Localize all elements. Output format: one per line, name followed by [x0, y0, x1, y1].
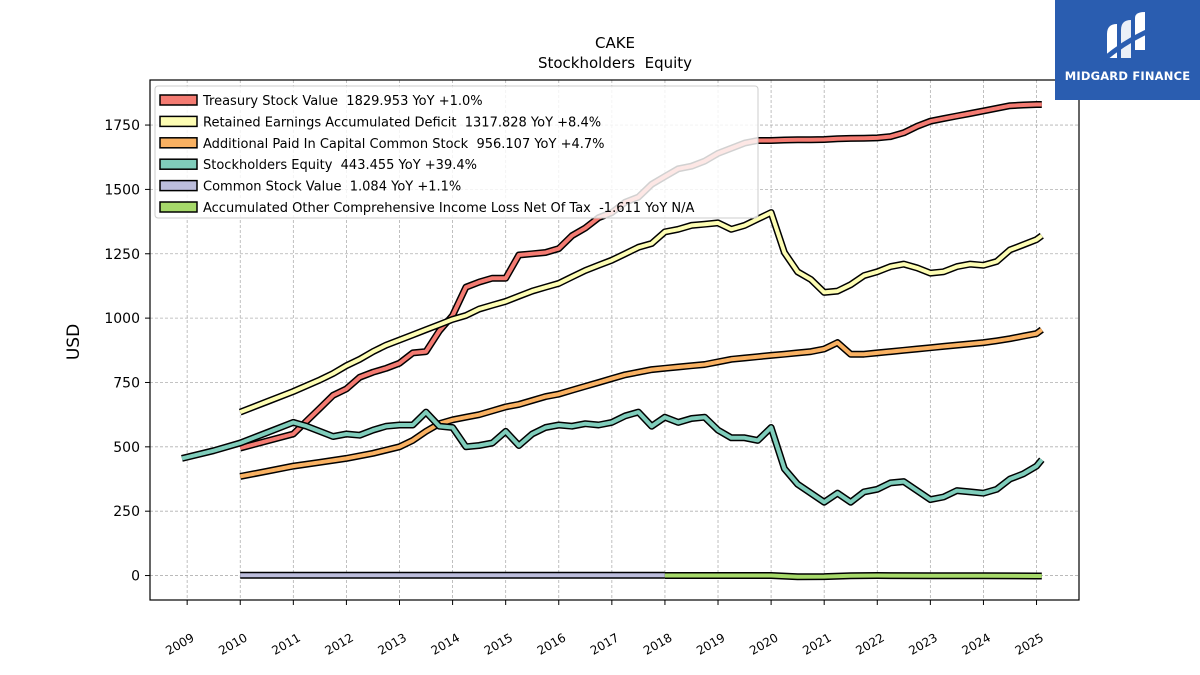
x-tick-label: 2016: [535, 630, 568, 657]
x-tick-label: 2023: [906, 630, 939, 657]
series-2: [239, 326, 1044, 480]
series-line: [239, 210, 1043, 414]
y-tick-label: 1000: [104, 311, 140, 327]
chart-subtitle: Stockholders Equity: [538, 54, 692, 72]
x-tick-label: 2010: [216, 630, 249, 657]
legend-swatch: [159, 201, 198, 213]
x-tick-label: 2012: [322, 630, 355, 657]
x-tick-label: 2021: [800, 630, 833, 657]
legend-swatch: [159, 94, 198, 106]
series-3: [181, 408, 1045, 506]
y-tick-label: 1750: [104, 118, 140, 134]
x-tick-label: 2013: [376, 630, 409, 657]
brand-logo: MIDGARD FINANCE: [1055, 0, 1200, 100]
legend-swatch: [159, 158, 198, 170]
chart-title: CAKE: [595, 34, 635, 52]
x-tick-label: 2018: [641, 630, 674, 657]
legend-label: Common Stock Value 1.084 YoY +1.1%: [203, 180, 461, 195]
x-tick-label: 2022: [853, 630, 886, 657]
y-tick-label: 1250: [104, 247, 140, 263]
y-axis-label: USD: [64, 324, 84, 360]
x-tick-label: 2014: [429, 630, 462, 657]
series-1: [238, 209, 1044, 416]
x-tick-label: 2024: [959, 630, 992, 657]
x-tick-label: 2011: [269, 630, 302, 657]
y-tick-label: 500: [113, 440, 140, 456]
legend-label: Treasury Stock Value 1829.953 YoY +1.0%: [202, 94, 483, 109]
x-tick-label: 2025: [1013, 630, 1046, 657]
series-line: [664, 573, 1042, 579]
x-tick-label: 2009: [163, 630, 196, 657]
legend: Treasury Stock Value 1829.953 YoY +1.0% R…: [154, 85, 759, 219]
x-tick-label: 2019: [694, 630, 727, 657]
y-tick-label: 0: [131, 569, 140, 585]
y-tick-label: 250: [113, 504, 140, 520]
y-tick-label: 1500: [104, 182, 140, 198]
plot-frame: [149, 79, 1080, 601]
series-layer: [181, 101, 1045, 581]
legend-label: Retained Earnings Accumulated Deficit 13…: [203, 115, 601, 130]
x-tick-label: 2017: [588, 630, 621, 657]
legend-swatch: [159, 137, 198, 149]
legend-label: Additional Paid In Capital Common Stock …: [203, 137, 605, 152]
legend-label: Accumulated Other Comprehensive Income L…: [203, 201, 694, 216]
legend-swatch: [159, 179, 198, 192]
brand-name: MIDGARD FINANCE: [1064, 69, 1191, 83]
legend-label: Stockholders Equity 443.455 YoY +39.4%: [203, 158, 477, 173]
midgard-logo-icon: [1101, 12, 1152, 62]
legend-swatch: [159, 115, 198, 128]
y-tick-label: 750: [113, 375, 140, 391]
x-tick-label: 2020: [747, 630, 780, 657]
series-5: [664, 572, 1042, 581]
legend-box: [154, 85, 759, 219]
x-tick-label: 2015: [482, 630, 515, 657]
series-line: [181, 410, 1044, 505]
